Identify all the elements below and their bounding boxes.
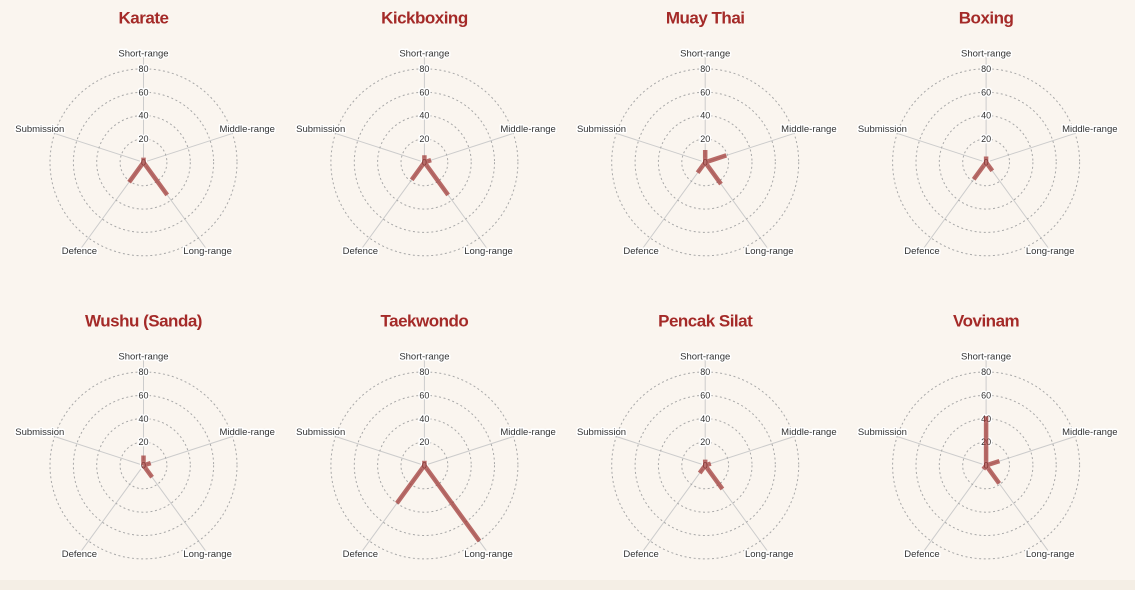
svg-text:80: 80	[700, 367, 710, 377]
svg-text:Defence: Defence	[904, 549, 939, 560]
svg-text:Submission: Submission	[15, 124, 64, 135]
svg-text:Long-range: Long-range	[1026, 549, 1075, 560]
svg-text:Middle-range: Middle-range	[781, 124, 836, 135]
svg-text:Short-range: Short-range	[961, 352, 1011, 363]
svg-text:20: 20	[700, 437, 710, 447]
svg-text:Defence: Defence	[904, 246, 939, 257]
svg-text:Middle-range: Middle-range	[1062, 124, 1117, 135]
svg-text:Defence: Defence	[623, 549, 658, 560]
svg-text:20: 20	[419, 437, 429, 447]
svg-text:Submission: Submission	[577, 124, 626, 135]
svg-text:40: 40	[138, 111, 148, 121]
svg-text:80: 80	[981, 64, 991, 74]
svg-text:Vovinam: Vovinam	[953, 311, 1019, 330]
svg-text:60: 60	[981, 87, 991, 97]
svg-text:Long-range: Long-range	[183, 246, 232, 257]
svg-text:60: 60	[981, 391, 991, 401]
svg-text:Middle-range: Middle-range	[1062, 427, 1117, 438]
svg-text:Short-range: Short-range	[399, 49, 449, 60]
svg-text:Middle-range: Middle-range	[781, 427, 836, 438]
svg-text:20: 20	[419, 134, 429, 144]
svg-text:Boxing: Boxing	[959, 8, 1014, 27]
svg-text:Defence: Defence	[343, 246, 378, 257]
svg-text:Short-range: Short-range	[118, 352, 168, 363]
svg-text:Submission: Submission	[15, 427, 64, 438]
svg-text:Long-range: Long-range	[183, 549, 232, 560]
svg-text:Short-range: Short-range	[680, 352, 730, 363]
svg-text:80: 80	[138, 64, 148, 74]
svg-text:60: 60	[138, 87, 148, 97]
svg-text:40: 40	[138, 414, 148, 424]
svg-text:80: 80	[419, 64, 429, 74]
svg-text:60: 60	[700, 87, 710, 97]
svg-text:80: 80	[700, 64, 710, 74]
svg-text:Submission: Submission	[577, 427, 626, 438]
svg-text:Short-range: Short-range	[961, 49, 1011, 60]
svg-text:Short-range: Short-range	[399, 352, 449, 363]
svg-text:Submission: Submission	[858, 124, 907, 135]
svg-text:20: 20	[981, 134, 991, 144]
svg-text:40: 40	[981, 111, 991, 121]
svg-text:Defence: Defence	[62, 549, 97, 560]
svg-text:60: 60	[419, 87, 429, 97]
svg-text:Short-range: Short-range	[680, 49, 730, 60]
svg-text:Long-range: Long-range	[745, 246, 794, 257]
svg-text:20: 20	[700, 134, 710, 144]
svg-text:Long-range: Long-range	[464, 549, 513, 560]
svg-text:20: 20	[138, 437, 148, 447]
svg-text:Defence: Defence	[623, 246, 658, 257]
svg-text:Defence: Defence	[343, 549, 378, 560]
svg-text:60: 60	[700, 391, 710, 401]
svg-text:Middle-range: Middle-range	[219, 427, 274, 438]
svg-text:60: 60	[138, 391, 148, 401]
svg-text:Defence: Defence	[62, 246, 97, 257]
svg-text:40: 40	[419, 111, 429, 121]
svg-text:Submission: Submission	[296, 427, 345, 438]
svg-text:Submission: Submission	[858, 427, 907, 438]
svg-text:80: 80	[981, 367, 991, 377]
svg-text:40: 40	[700, 111, 710, 121]
svg-text:Pencak Silat: Pencak Silat	[658, 311, 753, 330]
svg-text:20: 20	[138, 134, 148, 144]
svg-text:Middle-range: Middle-range	[500, 124, 555, 135]
svg-text:Middle-range: Middle-range	[219, 124, 274, 135]
svg-text:Wushu (Sanda): Wushu (Sanda)	[85, 311, 202, 330]
svg-text:Long-range: Long-range	[1026, 246, 1075, 257]
svg-text:Karate: Karate	[119, 8, 169, 27]
svg-text:Taekwondo: Taekwondo	[381, 311, 469, 330]
svg-text:60: 60	[419, 391, 429, 401]
svg-text:Submission: Submission	[296, 124, 345, 135]
svg-text:Long-range: Long-range	[464, 246, 513, 257]
svg-text:Long-range: Long-range	[745, 549, 794, 560]
svg-text:Middle-range: Middle-range	[500, 427, 555, 438]
svg-text:40: 40	[700, 414, 710, 424]
svg-text:Kickboxing: Kickboxing	[381, 8, 468, 27]
svg-text:40: 40	[419, 414, 429, 424]
svg-text:80: 80	[138, 367, 148, 377]
svg-text:Short-range: Short-range	[118, 49, 168, 60]
svg-text:80: 80	[419, 367, 429, 377]
svg-text:Muay Thai: Muay Thai	[666, 8, 745, 27]
